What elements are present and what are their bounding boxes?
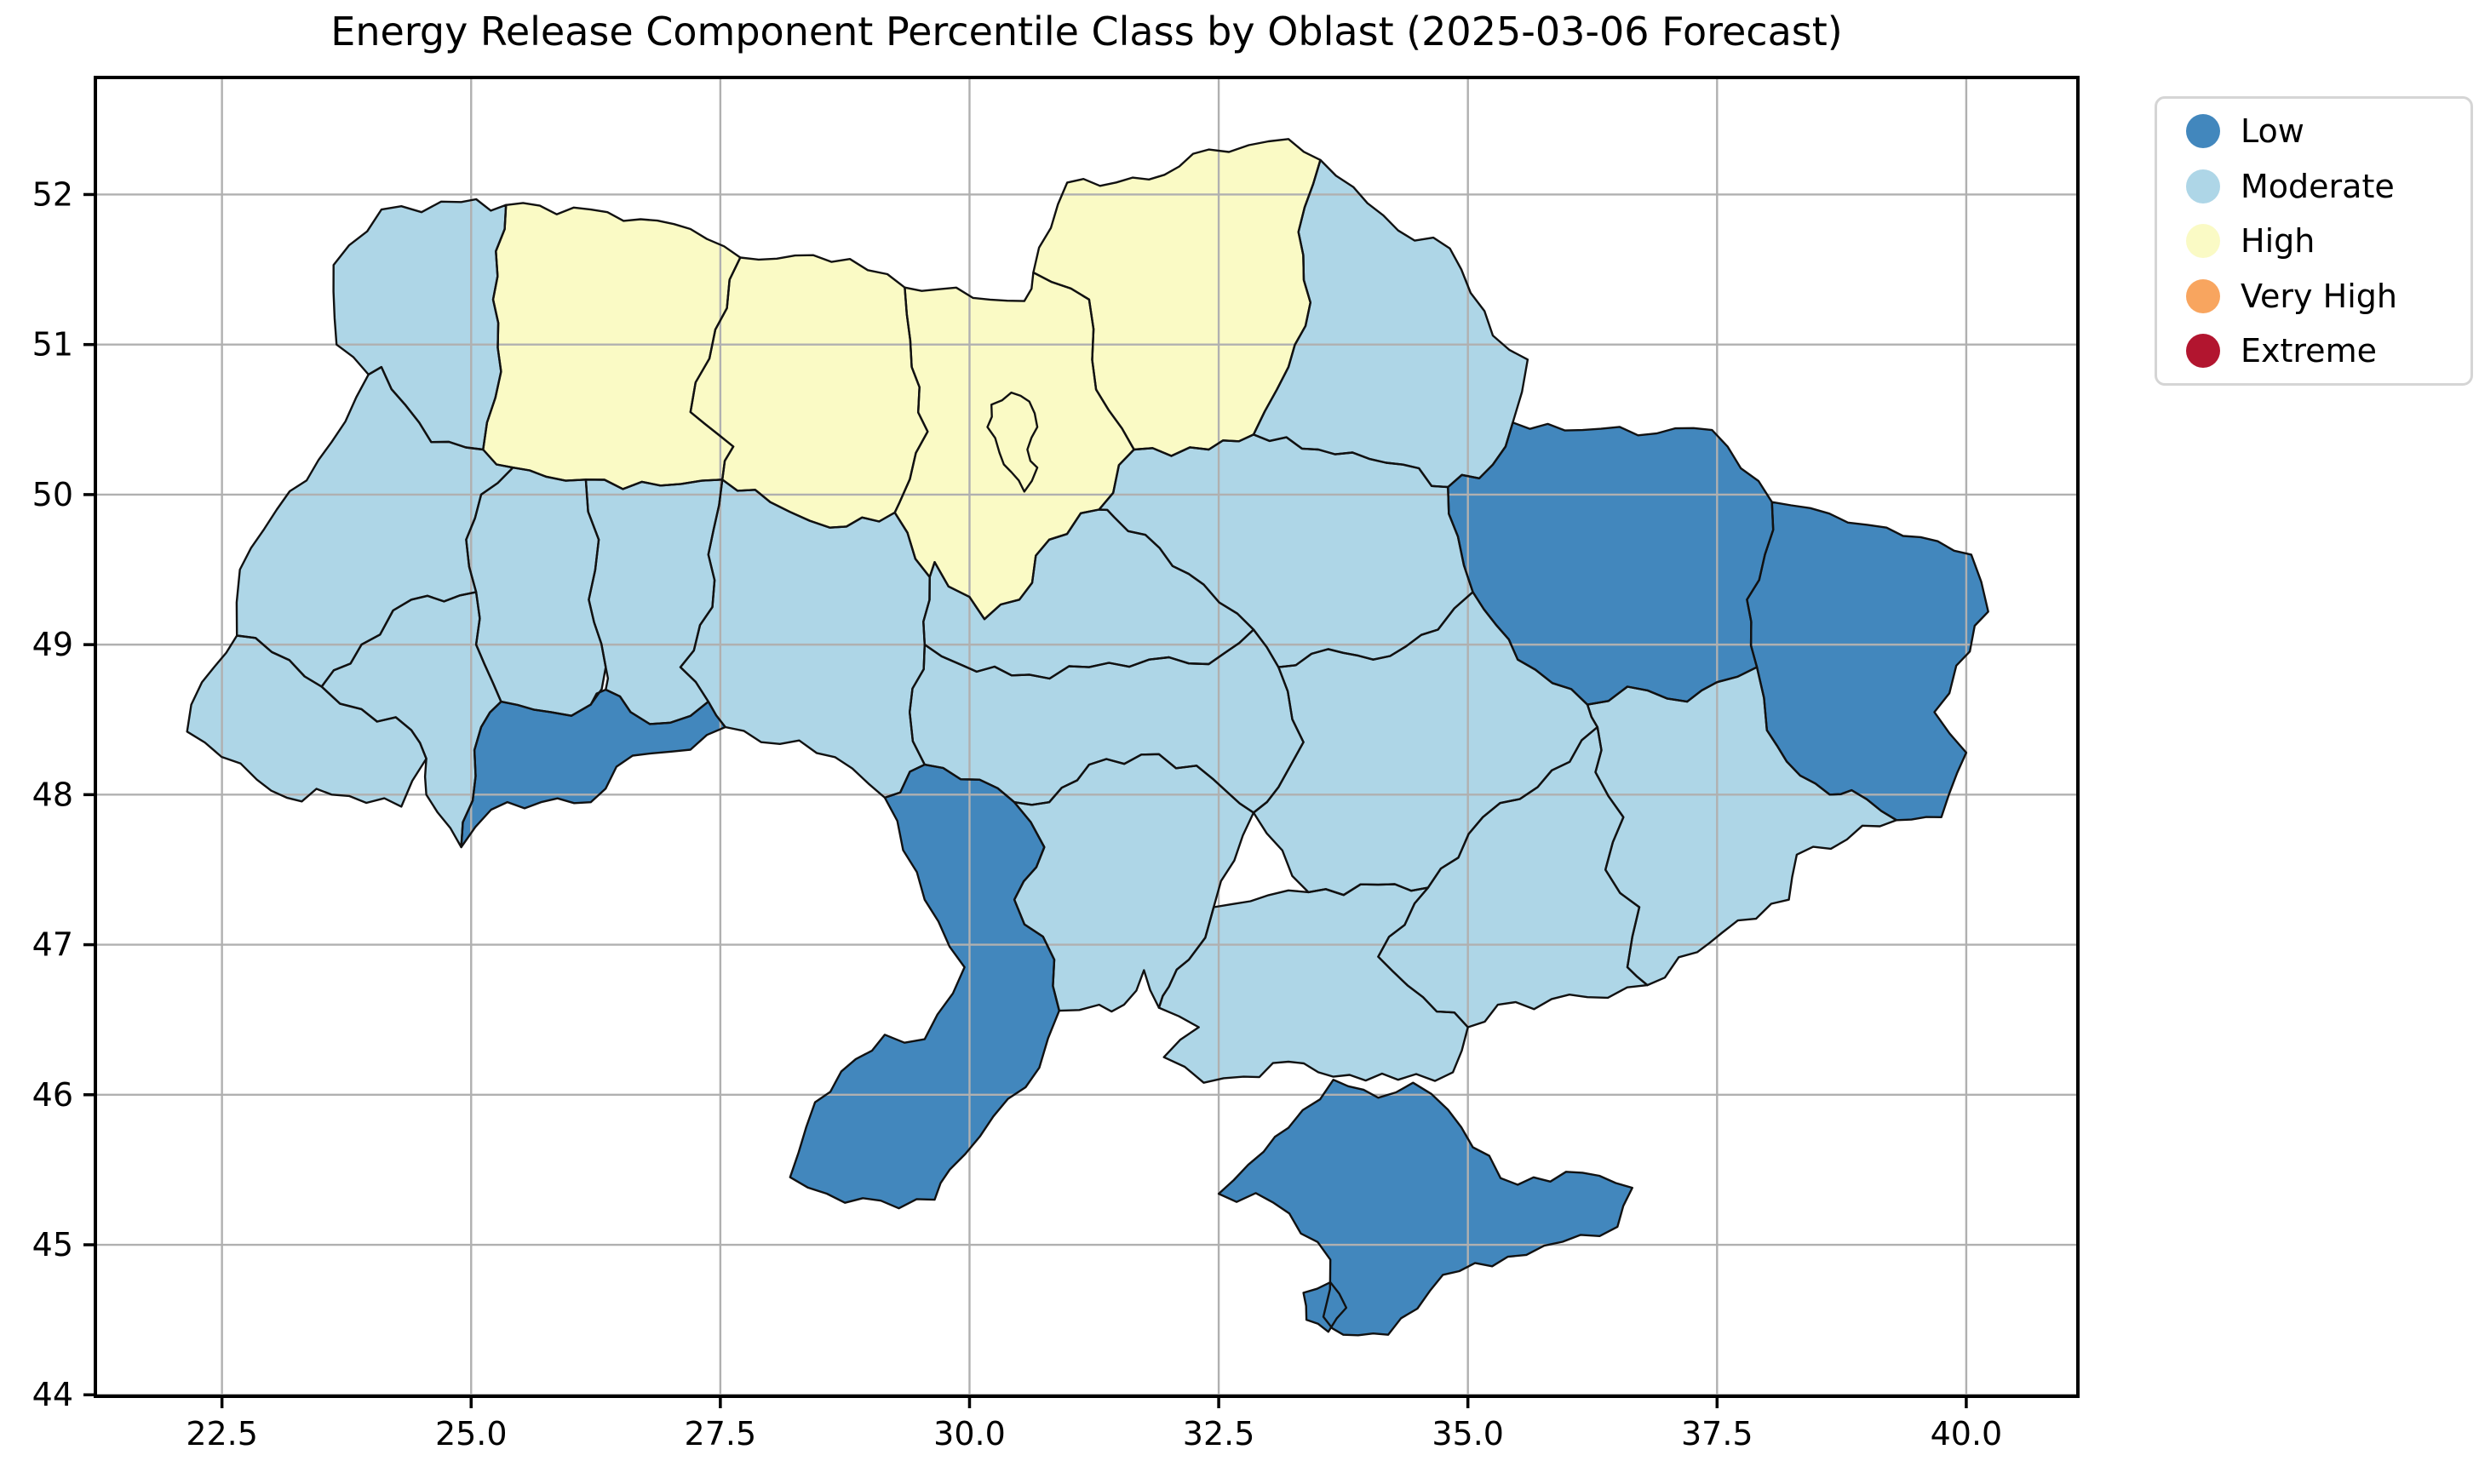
x-tick-label: 40.0	[1931, 1415, 2003, 1452]
x-axis: 22.5 25.0 27.5 30.0 32.5 35.0 37.5 40.0	[186, 1396, 2002, 1452]
legend-item-very-high: Very High	[2186, 277, 2462, 315]
region-border-kyiv_city	[986, 391, 1039, 493]
region-border-sevastopol	[1302, 1281, 1348, 1333]
region-mykolaiv	[1014, 753, 1254, 1012]
y-tick-label: 47	[32, 926, 73, 964]
region-chernihiv	[1033, 139, 1321, 456]
region-dnipropetrovsk	[1254, 592, 1598, 896]
gridlines	[95, 77, 2078, 1396]
region-border-zakarpattia	[186, 634, 428, 808]
legend-label: High	[2241, 222, 2315, 260]
region-kyiv_city	[987, 392, 1038, 492]
y-tick-label: 50	[32, 476, 73, 513]
legend-label: Extreme	[2241, 332, 2377, 370]
region-luhansk	[1747, 501, 1988, 821]
y-tick-label: 46	[32, 1076, 73, 1114]
legend-label: Very High	[2241, 277, 2397, 315]
region-vinnytsia	[680, 479, 930, 798]
x-tick-label: 30.0	[933, 1415, 1006, 1452]
region-kharkiv	[1448, 422, 1774, 705]
region-rivne	[483, 203, 741, 490]
region-cherkasy	[923, 509, 1254, 679]
legend-swatch-icon	[2186, 278, 2220, 313]
x-tick-label: 27.5	[685, 1415, 757, 1452]
legend-item-extreme: Extreme	[2186, 334, 2462, 368]
x-tick-label: 32.5	[1183, 1415, 1255, 1452]
map-region-fills	[186, 139, 1988, 1336]
legend-swatch-icon	[2186, 224, 2220, 258]
region-border-ivano_frankivsk	[320, 591, 502, 849]
region-border-odesa	[789, 763, 1060, 1210]
region-crimea	[1219, 1080, 1633, 1336]
legend-label: Moderate	[2241, 167, 2395, 205]
x-tick-label: 22.5	[186, 1415, 258, 1452]
axes-frame	[94, 76, 2080, 1398]
region-zakarpattia	[186, 635, 427, 807]
region-kirovohrad	[910, 629, 1304, 813]
region-ivano_frankivsk	[321, 592, 502, 847]
legend-swatch-icon	[2186, 114, 2220, 148]
y-axis: 44 45 46 47 48 49 50 51 52	[32, 175, 95, 1413]
region-border-donetsk	[1586, 666, 1898, 987]
y-tick-label: 49	[32, 626, 73, 663]
x-tick-label: 25.0	[435, 1415, 508, 1452]
region-poltava	[1099, 434, 1473, 668]
region-zhytomyr	[690, 255, 928, 528]
y-tick-label: 51	[32, 326, 73, 364]
region-sumy	[1254, 159, 1528, 488]
y-tick-label: 44	[32, 1376, 73, 1413]
region-khmelnytskyi	[585, 479, 723, 725]
chart-title: Energy Release Component Percentile Clas…	[330, 9, 1843, 54]
plot-frame	[94, 76, 2080, 1398]
region-border-kherson	[1157, 883, 1469, 1084]
legend-label: Low	[2241, 112, 2304, 150]
legend-item-low: Low	[2186, 114, 2462, 148]
x-tick-label: 35.0	[1432, 1415, 1504, 1452]
region-volyn	[333, 199, 507, 450]
y-tick-label: 52	[32, 175, 73, 213]
region-odesa	[789, 765, 1059, 1209]
region-chernivtsi	[461, 690, 726, 847]
legend-swatch-icon	[2186, 169, 2220, 203]
map-region-borders	[186, 138, 1989, 1337]
region-zaporizhzhia	[1378, 727, 1648, 1028]
y-tick-label: 48	[32, 776, 73, 813]
region-donetsk	[1587, 667, 1897, 986]
x-tick-label: 37.5	[1681, 1415, 1753, 1452]
legend-item-moderate: Moderate	[2186, 169, 2462, 203]
legend-item-high: High	[2186, 224, 2462, 258]
legend-swatch-icon	[2186, 334, 2220, 368]
region-lviv	[236, 367, 514, 687]
region-border-crimea	[1217, 1079, 1633, 1337]
region-kherson	[1158, 884, 1468, 1083]
legend: Low Moderate High Very High Extreme	[2155, 96, 2473, 386]
region-ternopil	[466, 467, 606, 716]
y-tick-label: 45	[32, 1226, 73, 1263]
